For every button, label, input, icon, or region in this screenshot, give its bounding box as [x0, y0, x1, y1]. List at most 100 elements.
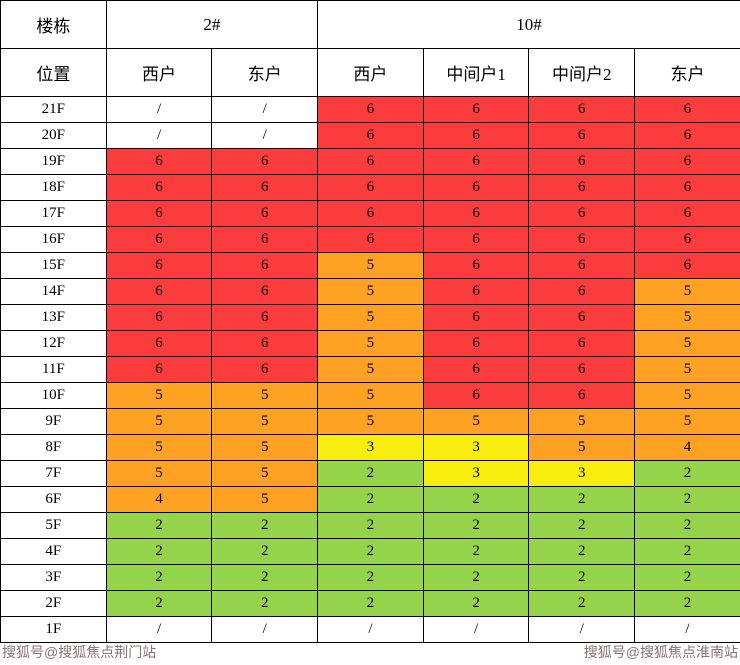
table-cell: 6	[422, 200, 530, 227]
table-cell: 2	[634, 486, 740, 513]
table-cell: 6	[634, 122, 740, 149]
table-cell: 2	[317, 486, 424, 513]
floor-label: 9F	[0, 408, 107, 435]
table-cell: 2	[105, 590, 213, 617]
table-cell: 6	[528, 252, 636, 279]
column-header-unit: 西户	[105, 48, 213, 97]
floor-label: 10F	[0, 382, 107, 409]
table-cell: 6	[211, 304, 319, 331]
table-cell: /	[211, 96, 319, 123]
table-cell: 2	[422, 590, 530, 617]
table-cell: 6	[422, 122, 530, 149]
table-cell: 6	[317, 96, 424, 123]
table-cell: 5	[634, 408, 740, 435]
table-cell: 5	[317, 356, 424, 383]
table-cell: 5	[317, 382, 424, 409]
table-row: 5F 2 2 2 2 2 2	[0, 512, 740, 539]
watermark-right: 搜狐号@搜狐焦点淮南站	[583, 644, 738, 660]
table-cell: 5	[634, 382, 740, 409]
floor-label: 12F	[0, 330, 107, 357]
table-cell: 2	[211, 590, 319, 617]
floor-label: 1F	[0, 616, 107, 643]
table-cell: /	[105, 616, 213, 643]
table-cell: 5	[422, 408, 530, 435]
table-row: 16F 6 6 6 6 6 6	[0, 226, 740, 253]
table-cell: 2	[211, 538, 319, 565]
floor-label: 21F	[0, 96, 107, 123]
table-cell: 6	[528, 382, 636, 409]
table-cell: 5	[105, 408, 213, 435]
floor-label: 16F	[0, 226, 107, 253]
table-row: 6F 4 5 2 2 2 2	[0, 486, 740, 513]
table-cell: 5	[105, 460, 213, 487]
table-cell: 4	[634, 434, 740, 461]
table-cell: /	[105, 96, 213, 123]
table-cell: 3	[422, 434, 530, 461]
table-cell: 6	[105, 174, 213, 201]
table-cell: 5	[634, 278, 740, 305]
floor-label: 18F	[0, 174, 107, 201]
table-cell: 2	[422, 486, 530, 513]
column-header-unit: 西户	[317, 48, 424, 97]
table-cell: 6	[422, 356, 530, 383]
corner-header-building: 楼栋	[0, 0, 107, 49]
table-cell: 2	[528, 512, 636, 539]
table-cell: 6	[634, 226, 740, 253]
table-cell: 5	[317, 408, 424, 435]
floor-label: 2F	[0, 590, 107, 617]
floor-label: 11F	[0, 356, 107, 383]
table-cell: 6	[634, 174, 740, 201]
table-cell: 5	[211, 486, 319, 513]
table-cell: 6	[528, 330, 636, 357]
table-cell: 2	[422, 564, 530, 591]
table-cell: /	[634, 616, 740, 643]
table-cell: 6	[528, 278, 636, 305]
table-cell: 3	[422, 460, 530, 487]
table-cell: 2	[317, 512, 424, 539]
table-cell: 6	[422, 304, 530, 331]
table-cell: 2	[317, 564, 424, 591]
table-row: 14F 6 6 5 6 6 5	[0, 278, 740, 305]
floor-label: 5F	[0, 512, 107, 539]
table-cell: 6	[317, 174, 424, 201]
table-cell: 5	[105, 382, 213, 409]
table-cell: 6	[422, 174, 530, 201]
floor-label: 8F	[0, 434, 107, 461]
table-cell: 6	[105, 200, 213, 227]
table-cell: 5	[528, 408, 636, 435]
table-row: 21F //6 6 6 6	[0, 96, 740, 123]
table-cell: 2	[105, 538, 213, 565]
table-cell: 2	[528, 590, 636, 617]
table-cell: /	[105, 122, 213, 149]
table-body: 21F //6 6 6 6 20F //6 6 6 6 19F 6 6 6 6 6 6 18F 6 6 6 6 6 6 17F 6…	[0, 96, 740, 643]
table-cell: 6	[422, 226, 530, 253]
table-cell: 2	[422, 538, 530, 565]
table-cell: 6	[317, 122, 424, 149]
table-cell: 6	[317, 148, 424, 175]
table-cell: 5	[211, 408, 319, 435]
floor-label: 19F	[0, 148, 107, 175]
table-cell: 2	[317, 460, 424, 487]
table-cell: 2	[528, 564, 636, 591]
table-cell: 2	[634, 538, 740, 565]
floor-label: 15F	[0, 252, 107, 279]
table-cell: /	[422, 616, 530, 643]
table-cell: 5	[634, 356, 740, 383]
table-header: 楼栋 2# 10# 位置 西户 东户 西户 中间户1 中间户2 东户	[0, 0, 740, 97]
table-row: 13F 6 6 5 6 6 5	[0, 304, 740, 331]
table-cell: /	[211, 122, 319, 149]
table-cell: 6	[422, 148, 530, 175]
table-cell: 6	[634, 96, 740, 123]
table-cell: 3	[317, 434, 424, 461]
table-row: 10F 5 5 5 6 6 5	[0, 382, 740, 409]
floor-label: 6F	[0, 486, 107, 513]
table-row: 20F //6 6 6 6	[0, 122, 740, 149]
floor-label: 7F	[0, 460, 107, 487]
table-cell: 6	[528, 226, 636, 253]
table-row: 19F 6 6 6 6 6 6	[0, 148, 740, 175]
table-cell: 2	[317, 538, 424, 565]
table-cell: 5	[105, 434, 213, 461]
table-cell: 5	[211, 460, 319, 487]
table-cell: 6	[105, 330, 213, 357]
floor-label: 13F	[0, 304, 107, 331]
